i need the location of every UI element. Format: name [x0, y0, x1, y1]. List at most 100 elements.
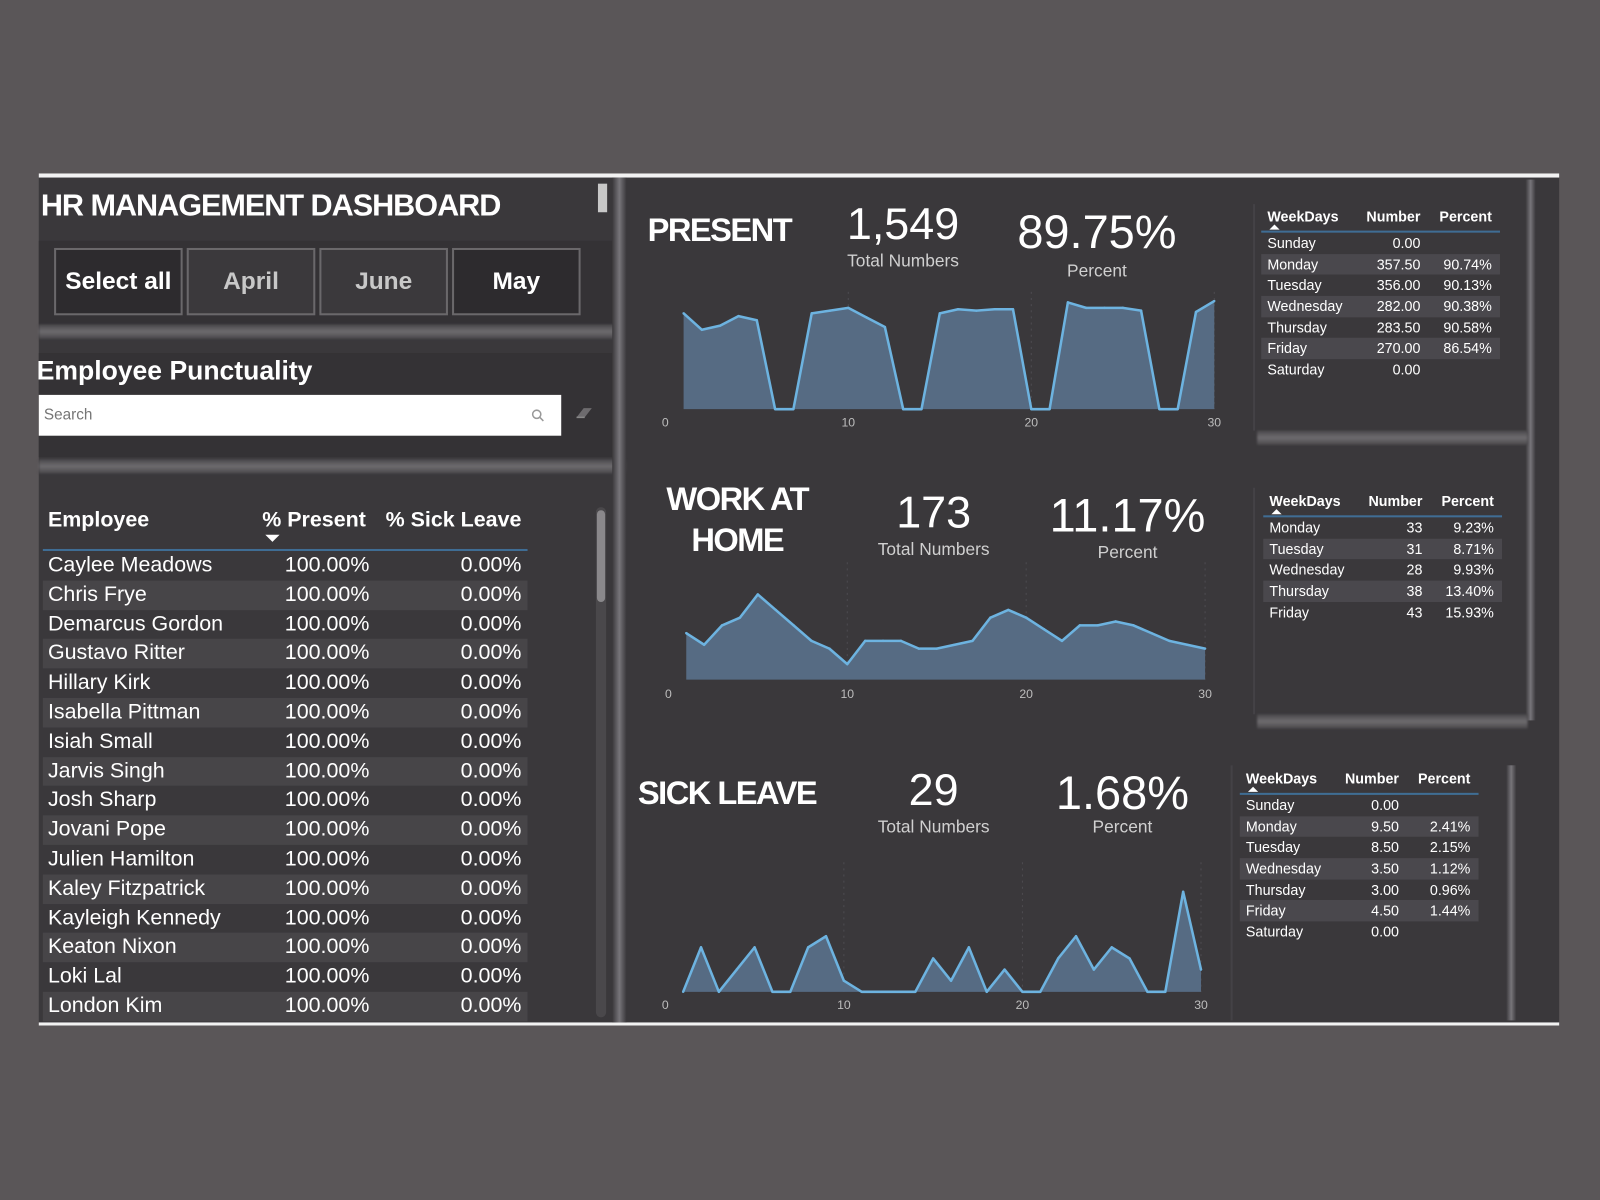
table-row[interactable]: Gustavo Ritter 100.00% 0.00% [42, 639, 528, 669]
percent: 90.58% [1443, 319, 1492, 336]
table-row[interactable]: Tuesday 8.50 2.15% [1240, 837, 1479, 858]
number: 3.50 [1371, 860, 1399, 877]
table-row[interactable]: Monday 9.50 2.41% [1239, 816, 1479, 838]
weekday: Friday [1267, 340, 1308, 357]
percent: 13.40% [1445, 582, 1494, 600]
panel-divider [1525, 179, 1536, 721]
table-row[interactable]: Wednesday 282.00 90.38% [1261, 295, 1500, 318]
column-header-weekdays[interactable]: WeekDays [1267, 208, 1339, 225]
table-row[interactable]: Kayleigh Kennedy 100.00% 0.00% [43, 904, 528, 933]
employee-name: Kayleigh Kennedy [47, 905, 221, 930]
panel-scroll-handle[interactable] [597, 183, 608, 213]
sick-title: SICK LEAVE [637, 774, 818, 812]
number: 283.50 [1376, 319, 1421, 336]
table-row[interactable]: Thursday 38 13.40% [1263, 580, 1503, 602]
percent-present: 100.00% [284, 846, 370, 871]
column-header-percent[interactable]: Percent [1441, 492, 1494, 510]
divider [38, 324, 616, 339]
column-header-percent[interactable]: Percent [1417, 770, 1471, 787]
table-row[interactable]: Josh Sharp 100.00% 0.00% [43, 786, 528, 815]
table-row[interactable]: Wednesday 3.50 1.12% [1239, 858, 1479, 880]
table-row[interactable]: Wednesday 28 9.93% [1263, 560, 1502, 581]
table-row[interactable]: Isabella Pittman 100.00% 0.00% [42, 697, 528, 728]
column-header-percent[interactable]: Percent [1439, 208, 1492, 225]
column-header-sick-leave[interactable]: % Sick Leave [385, 508, 522, 532]
employee-name: Keaton Nixon [47, 935, 177, 959]
slicer-button-june[interactable]: June [319, 247, 448, 316]
table-row[interactable]: Sunday 0.00 [1261, 233, 1500, 254]
number: 0.00 [1371, 923, 1399, 940]
number: 31 [1406, 540, 1423, 557]
percent-present: 100.00% [284, 993, 370, 1018]
column-header-present[interactable]: % Present [262, 508, 366, 532]
wah-weekday-table: WeekDays Number Percent Monday 33 9.23% Tuesda… [1263, 492, 1503, 623]
slicer-button-may[interactable]: May [452, 247, 581, 316]
table-row[interactable]: Keaton Nixon 100.00% 0.00% [42, 933, 528, 963]
table-row[interactable]: Isiah Small 100.00% 0.00% [43, 727, 528, 756]
table-row[interactable]: Friday 43 15.93% [1263, 602, 1502, 623]
table-header: WeekDays Number Percent [1263, 492, 1503, 518]
table-header: WeekDays Number Percent [1261, 208, 1500, 233]
percent-sick-leave: 0.00% [460, 905, 522, 930]
employee-name: Josh Sharp [47, 788, 157, 812]
wah-title: WORK AT HOME [653, 479, 821, 561]
sick-weekday-table: WeekDays Number Percent Sunday 0.00 Monday 9.5… [1239, 770, 1479, 943]
table-row[interactable]: Jovani Pope 100.00% 0.00% [42, 815, 528, 845]
percent-sick-leave: 0.00% [460, 729, 522, 753]
employee-name: Chris Frye [47, 582, 147, 606]
slicer-button-april[interactable]: April [186, 247, 316, 316]
eraser-icon[interactable] [574, 405, 594, 421]
column-header-number[interactable]: Number [1368, 492, 1423, 510]
table-row[interactable]: Friday 4.50 1.44% [1239, 900, 1479, 922]
table-row[interactable]: Chris Frye 100.00% 0.00% [42, 580, 528, 610]
column-header-number[interactable]: Number [1366, 208, 1421, 225]
present-total: 1,549 [846, 198, 960, 249]
table-row[interactable]: Saturday 0.00 [1240, 922, 1479, 943]
table-row[interactable]: Monday 357.50 90.74% [1261, 253, 1500, 275]
number: 9.50 [1371, 818, 1399, 835]
column-header-weekdays[interactable]: WeekDays [1269, 492, 1341, 510]
number: 0.00 [1371, 796, 1399, 814]
table-row[interactable]: Tuesday 356.00 90.13% [1261, 275, 1500, 296]
table-row[interactable]: Sunday 0.00 [1240, 795, 1479, 816]
weekday: Sunday [1245, 796, 1295, 814]
table-row[interactable]: Loki Lal 100.00% 0.00% [43, 962, 528, 991]
table-row[interactable]: Hillary Kirk 100.00% 0.00% [43, 669, 528, 698]
table-row[interactable]: Monday 33 9.23% [1263, 517, 1502, 538]
table-row[interactable]: Thursday 283.50 90.58% [1261, 317, 1500, 338]
percent-present: 100.00% [284, 876, 370, 900]
weekday: Friday [1245, 902, 1286, 919]
present-percent-label: Percent [1067, 261, 1127, 281]
table-row[interactable]: Tuesday 31 8.71% [1263, 538, 1503, 560]
divider [38, 459, 626, 474]
column-header-number[interactable]: Number [1344, 770, 1399, 787]
search-box[interactable] [38, 394, 562, 436]
sort-ascending-icon [1269, 224, 1280, 230]
percent-present: 100.00% [284, 670, 370, 695]
wah-title-line2: HOME [691, 521, 784, 559]
search-icon[interactable] [531, 408, 545, 422]
percent-sick-leave: 0.00% [460, 788, 522, 812]
table-row[interactable]: Julien Hamilton 100.00% 0.00% [43, 845, 528, 874]
search-input[interactable] [41, 405, 526, 425]
present-percent: 89.75% [1017, 205, 1177, 259]
table-row[interactable]: Kaley Fitzpatrick 100.00% 0.00% [42, 874, 528, 904]
table-row[interactable]: Caylee Meadows 100.00% 0.00% [43, 551, 528, 580]
weekday: Wednesday [1269, 561, 1345, 578]
table-row[interactable]: London Kim 100.00% 0.00% [42, 991, 528, 1022]
slicer-button-select-all[interactable]: Select all [54, 247, 183, 316]
percent-present: 100.00% [284, 582, 370, 606]
table-row[interactable]: Friday 270.00 86.54% [1261, 338, 1500, 360]
table-row[interactable]: Thursday 3.00 0.96% [1240, 879, 1479, 900]
column-header-weekdays[interactable]: WeekDays [1245, 770, 1318, 787]
number: 28 [1406, 561, 1423, 578]
percent: 8.71% [1453, 540, 1494, 557]
table-row[interactable]: Demarcus Gordon 100.00% 0.00% [43, 610, 528, 639]
weekday: Tuesday [1269, 540, 1324, 557]
table-scrollbar-thumb[interactable] [596, 510, 606, 603]
table-row[interactable]: Jarvis Singh 100.00% 0.00% [42, 756, 528, 787]
table-scrollbar[interactable] [595, 507, 607, 1018]
column-header-employee[interactable]: Employee [47, 508, 150, 532]
employee-name: Kaley Fitzpatrick [47, 876, 206, 900]
table-row[interactable]: Saturday 0.00 [1261, 359, 1500, 380]
